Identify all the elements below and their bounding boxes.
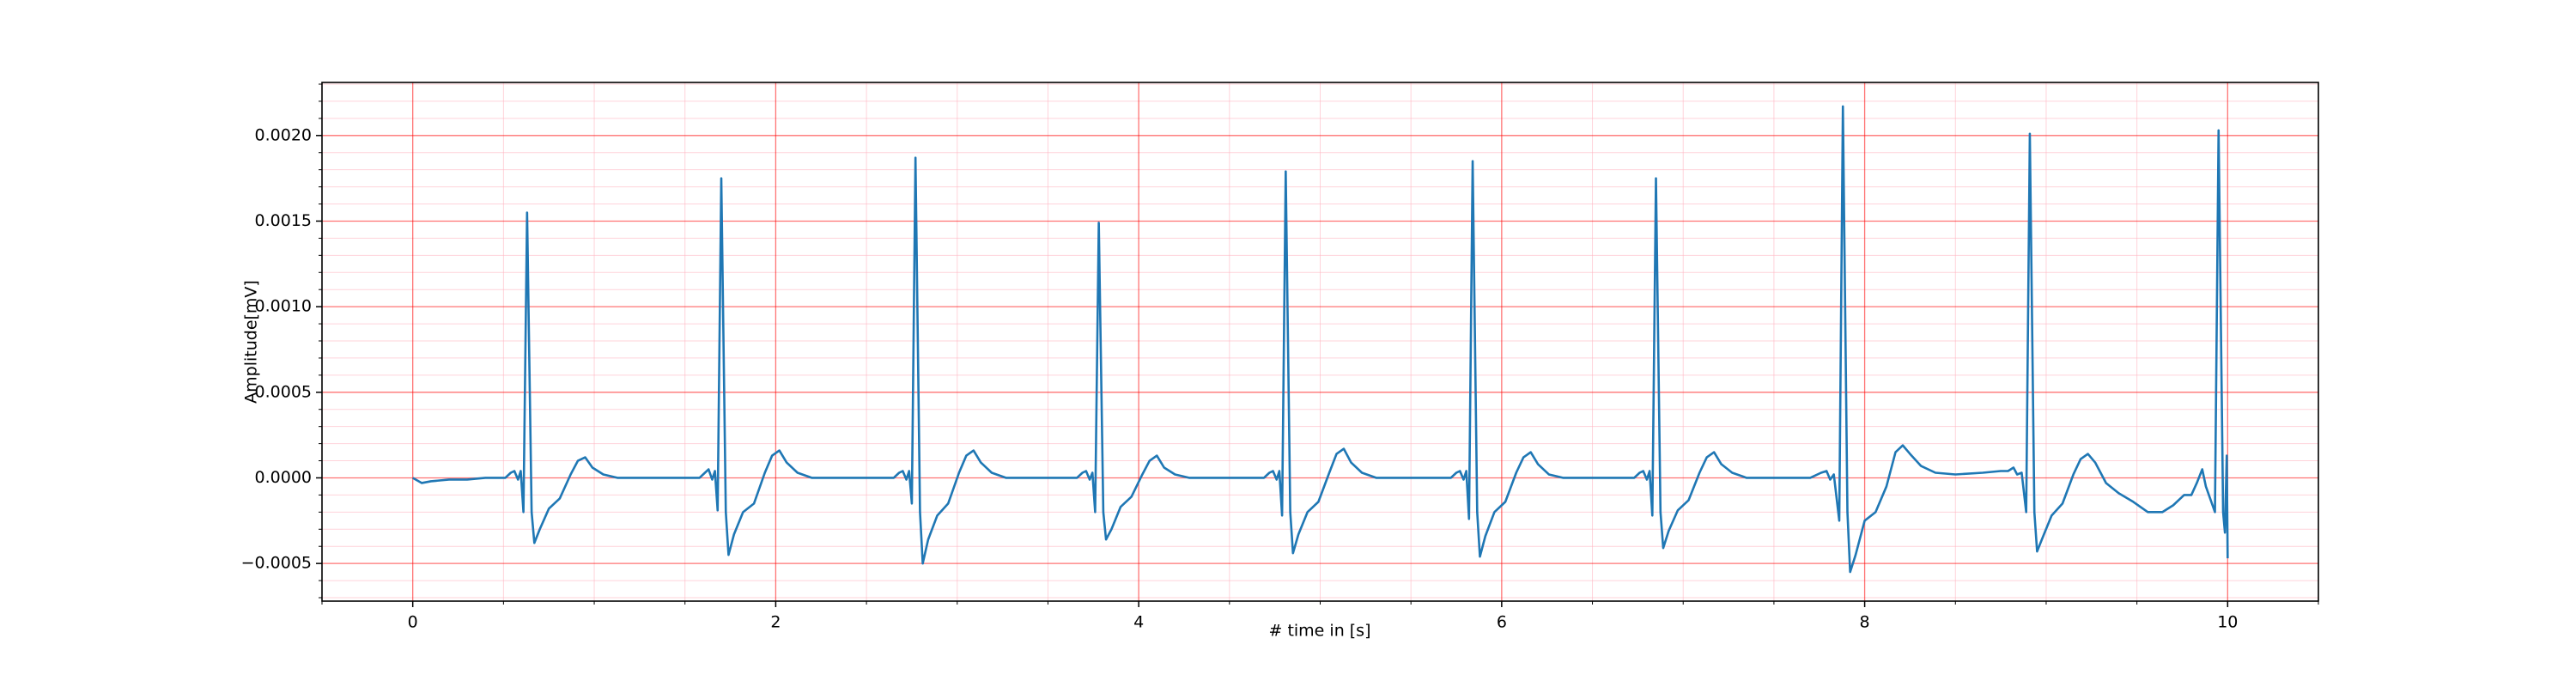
x-axis-label: # time in [s] xyxy=(1268,622,1370,641)
x-tick-label: 6 xyxy=(1497,613,1507,632)
ticks: 0 2 4 6 8 10 −0.0005 0.0000 0.0005 0.0010 0.0015 0.… xyxy=(241,83,2319,632)
x-tick-label: 4 xyxy=(1133,613,1144,632)
plot-area xyxy=(412,105,2229,574)
y-axis-label: Amplitude[mV] xyxy=(242,280,261,404)
y-tick-label: 0.0005 xyxy=(255,382,312,401)
x-tick-label: 2 xyxy=(770,613,781,632)
signal-line xyxy=(412,105,2229,574)
y-tick-label: 0.0000 xyxy=(255,468,312,487)
x-tick-label: 8 xyxy=(1860,613,1870,632)
x-tick-label: 10 xyxy=(2217,613,2238,632)
y-tick-label: 0.0015 xyxy=(255,211,312,230)
x-tick-label: 0 xyxy=(408,613,418,632)
y-tick-label: −0.0005 xyxy=(241,554,312,573)
y-tick-label: 0.0020 xyxy=(255,125,312,144)
grid xyxy=(321,82,2319,601)
y-tick-label: 0.0010 xyxy=(255,297,312,316)
